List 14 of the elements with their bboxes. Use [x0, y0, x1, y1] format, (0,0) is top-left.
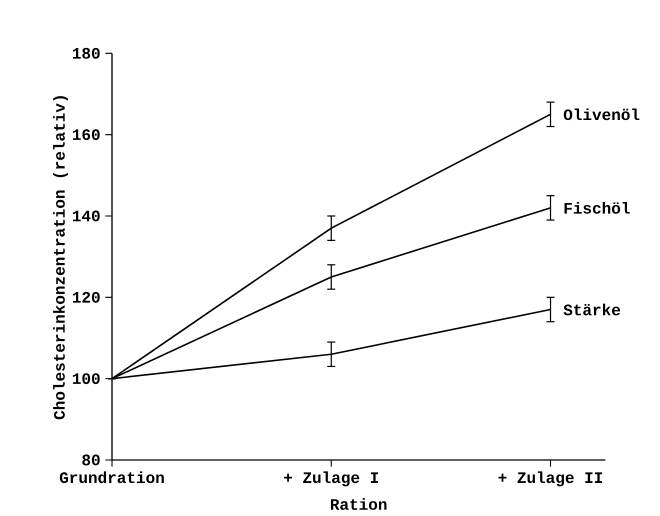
y-tick-label: 180 [72, 48, 100, 59]
y-axis-title: Cholesterinkonzentration (relativ) [53, 96, 68, 420]
y-tick-label: 100 [72, 373, 100, 384]
x-tick-label: + Zulage I [284, 471, 378, 486]
x-axis-title: Ration [330, 498, 386, 510]
y-tick-label: 80 [82, 454, 100, 466]
y-tick-label: 140 [72, 210, 100, 222]
x-tick-label: + Zulage II [498, 471, 602, 486]
series-label: Olivenöl [564, 108, 640, 120]
x-tick-label: Grundration [60, 471, 164, 484]
y-tick-label: 160 [72, 129, 100, 140]
y-tick-label: 120 [72, 292, 100, 303]
series-label: Fischöl [564, 202, 630, 214]
series-label: Stärke [564, 304, 620, 316]
